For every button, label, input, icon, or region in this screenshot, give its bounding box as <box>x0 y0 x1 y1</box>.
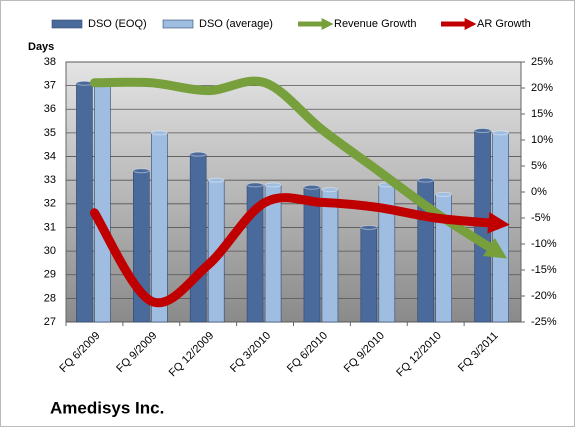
y2-tick-label: 5% <box>531 160 547 172</box>
bar <box>492 132 509 323</box>
bar-top <box>321 187 339 193</box>
bar-top <box>360 224 378 230</box>
bar-top <box>246 182 264 188</box>
legend-label: AR Growth <box>477 18 531 30</box>
y2-tick-label: 10% <box>531 134 553 146</box>
y2-tick-label: -5% <box>531 212 551 224</box>
y-tick-label: 33 <box>44 174 56 186</box>
bar-top <box>474 128 492 134</box>
y-tick-label: 32 <box>44 198 56 210</box>
y-tick-label: 37 <box>44 80 56 92</box>
y2-tick-label: 0% <box>531 186 547 198</box>
y-tick-label: 28 <box>44 292 56 304</box>
y-tick-label: 27 <box>44 316 56 328</box>
bar-top <box>150 130 168 136</box>
bar <box>189 153 207 323</box>
bar <box>94 82 111 323</box>
y2-tick-label: -25% <box>531 316 557 328</box>
y2-tick-label: 20% <box>531 82 553 94</box>
y-tick-label: 36 <box>44 103 56 115</box>
legend-swatch <box>51 19 83 29</box>
bar-top <box>207 177 225 183</box>
y-tick-label: 38 <box>44 56 56 68</box>
bar-top <box>492 130 510 136</box>
legend-label: DSO (EOQ) <box>88 18 147 30</box>
chart-title: Amedisys Inc. <box>50 398 164 417</box>
legend-label: DSO (average) <box>199 18 273 30</box>
y-tick-label: 30 <box>44 245 56 257</box>
y2-tick-label: -20% <box>531 290 557 302</box>
y2-tick-label: -10% <box>531 238 557 250</box>
bar <box>151 132 168 323</box>
bar <box>303 186 321 323</box>
bar-top <box>132 168 150 174</box>
bar-top <box>435 191 453 197</box>
y-tick-label: 35 <box>44 127 56 139</box>
legend-label: Revenue Growth <box>334 18 417 30</box>
bar-top <box>189 151 207 157</box>
bar-top <box>303 184 321 190</box>
legend-swatch <box>162 19 194 29</box>
trend-line <box>89 193 510 308</box>
y2-tick-label: 25% <box>531 56 553 68</box>
y2-tick-label: 15% <box>531 108 553 120</box>
y-axis-title: Days <box>28 41 54 53</box>
y-tick-label: 31 <box>44 221 56 233</box>
bar <box>360 227 378 323</box>
y2-tick-label: -15% <box>531 264 557 276</box>
bar-top <box>417 177 435 183</box>
bar <box>321 189 339 323</box>
y-tick-label: 34 <box>44 150 56 162</box>
y-tick-label: 29 <box>44 269 56 281</box>
trend-line <box>89 76 508 259</box>
bar-top <box>264 182 282 188</box>
bar <box>76 82 93 323</box>
